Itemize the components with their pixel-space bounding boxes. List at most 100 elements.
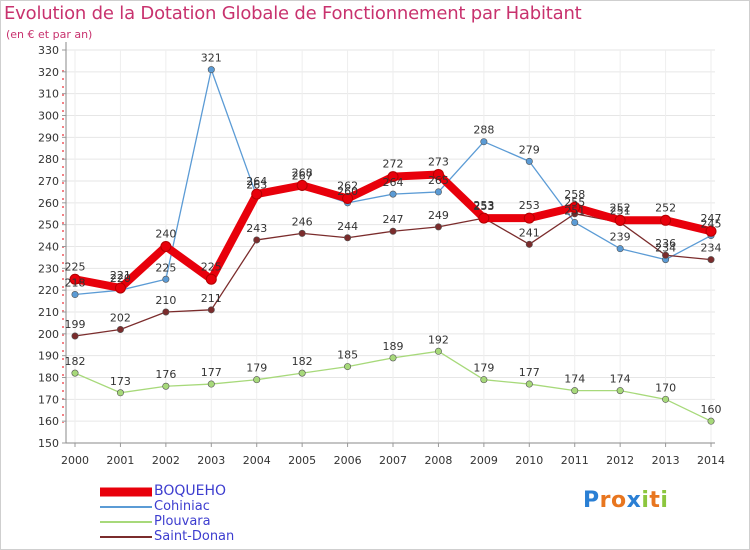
- data-label-cohiniac-2003: 321: [201, 52, 222, 65]
- x-tick-label-2010: 2010: [515, 454, 543, 467]
- x-tick-label-2003: 2003: [197, 454, 225, 467]
- data-label-saint-donan-2014: 234: [701, 242, 722, 255]
- y-tick-label-150: 150: [38, 437, 59, 450]
- data-label-boqueho-2000: 225: [65, 260, 86, 273]
- point-saint-donan-2003: [207, 306, 215, 314]
- data-label-boqueho-2005: 268: [292, 166, 313, 179]
- point-saint-donan-2013: [662, 251, 670, 259]
- point-boqueho-2007: [387, 171, 399, 183]
- point-saint-donan-2004: [253, 236, 261, 244]
- point-saint-donan-2007: [389, 227, 397, 235]
- data-label-plouvara-2011: 174: [564, 373, 585, 386]
- data-label-boqueho-2013: 252: [655, 201, 676, 214]
- chart-subtitle: (en € et par an): [6, 28, 93, 41]
- data-label-cohiniac-2002: 225: [155, 261, 176, 274]
- y-tick-label-270: 270: [38, 175, 59, 188]
- y-tick-label-280: 280: [38, 153, 59, 166]
- point-plouvara-2007: [389, 354, 397, 362]
- point-plouvara-2002: [162, 382, 170, 390]
- legend-label-cohiniac: Cohiniac: [154, 499, 210, 514]
- x-tick-label-2004: 2004: [243, 454, 271, 467]
- legend: BOQUEHO Cohiniac Plouvara Saint-Donan: [100, 484, 360, 544]
- legend-item-plouvara: Plouvara: [100, 514, 360, 529]
- data-label-boqueho-2004: 264: [246, 175, 267, 188]
- data-label-cohiniac-2007: 264: [383, 176, 404, 189]
- data-label-saint-donan-2009: 253: [473, 200, 494, 213]
- legend-item-cohiniac: Cohiniac: [100, 499, 360, 514]
- data-label-cohiniac-2014: 245: [701, 218, 722, 231]
- data-label-plouvara-2009: 179: [473, 362, 494, 375]
- legend-label-plouvara: Plouvara: [154, 514, 211, 529]
- data-label-cohiniac-2004: 263: [246, 178, 267, 191]
- point-saint-donan-2008: [434, 223, 442, 231]
- data-label-saint-donan-2006: 244: [337, 220, 358, 233]
- x-tick-label-2006: 2006: [334, 454, 362, 467]
- y-tick-label-260: 260: [38, 197, 59, 210]
- data-label-plouvara-2006: 185: [337, 349, 358, 362]
- y-axis-ticks: 150 160 170 180 190 200 210 220 230 240 250 260 270 2…: [38, 44, 66, 450]
- point-cohiniac-2002: [162, 275, 170, 283]
- y-tick-label-160: 160: [38, 415, 59, 428]
- point-boqueho-2008: [432, 168, 444, 180]
- data-label-boqueho-2007: 272: [383, 158, 404, 171]
- x-tick-label-2005: 2005: [288, 454, 316, 467]
- data-label-plouvara-2000: 182: [65, 355, 86, 368]
- data-label-cohiniac-2011: 251: [564, 204, 585, 217]
- point-plouvara-2004: [253, 376, 261, 384]
- point-plouvara-2003: [207, 380, 215, 388]
- data-label-plouvara-2007: 189: [383, 340, 404, 353]
- point-saint-donan-2014: [707, 256, 715, 264]
- x-tick-label-2002: 2002: [152, 454, 180, 467]
- data-label-cohiniac-2006: 260: [337, 185, 358, 198]
- data-label-plouvara-2002: 176: [155, 368, 176, 381]
- x-tick-label-2000: 2000: [61, 454, 89, 467]
- data-label-cohiniac-2010: 279: [519, 143, 540, 156]
- logo-letter-0: P: [583, 488, 600, 513]
- point-cohiniac-2012: [616, 245, 624, 253]
- point-saint-donan-2010: [525, 240, 533, 248]
- data-label-boqueho-2011: 258: [564, 188, 585, 201]
- chart-title: Evolution de la Dotation Globale de Fonc…: [4, 3, 582, 24]
- y-tick-label-210: 210: [38, 306, 59, 319]
- point-cohiniac-2010: [525, 157, 533, 165]
- data-label-boqueho-2008: 273: [428, 155, 449, 168]
- data-label-plouvara-2004: 179: [246, 362, 267, 375]
- point-plouvara-2012: [616, 387, 624, 395]
- data-label-plouvara-2012: 174: [610, 373, 631, 386]
- data-label-cohiniac-2013: 234: [655, 242, 676, 255]
- x-tick-label-2014: 2014: [697, 454, 725, 467]
- point-saint-donan-2006: [344, 234, 352, 242]
- y-tick-label-220: 220: [38, 284, 59, 297]
- data-label-cohiniac-2001: 220: [110, 272, 131, 285]
- logo-letter-4: i: [641, 488, 650, 513]
- legend-swatch-saint-donan: [100, 535, 152, 538]
- data-label-boqueho-2010: 253: [519, 199, 540, 212]
- data-label-plouvara-2005: 182: [292, 355, 313, 368]
- point-boqueho-2011: [569, 201, 581, 213]
- point-plouvara-2010: [525, 380, 533, 388]
- legend-swatch-cohiniac: [100, 505, 152, 508]
- point-boqueho-2014: [705, 225, 717, 237]
- legend-swatch-plouvara: [100, 520, 152, 523]
- y-tick-label-290: 290: [38, 131, 59, 144]
- point-plouvara-2001: [116, 389, 124, 397]
- data-label-plouvara-2003: 177: [201, 366, 222, 379]
- data-label-cohiniac-2000: 218: [65, 277, 86, 290]
- data-label-saint-donan-2003: 211: [201, 292, 222, 305]
- data-label-boqueho-2012: 252: [610, 201, 631, 214]
- point-boqueho-2012: [614, 214, 626, 226]
- data-label-saint-donan-2010: 241: [519, 226, 540, 239]
- point-cohiniac-2008: [434, 188, 442, 196]
- y-tick-label-170: 170: [38, 393, 59, 406]
- data-label-boqueho-2009: 253: [473, 199, 494, 212]
- data-label-saint-donan-2001: 202: [110, 311, 131, 324]
- point-plouvara-2011: [571, 387, 579, 395]
- data-label-saint-donan-2013: 236: [655, 237, 676, 250]
- point-cohiniac-2003: [207, 66, 215, 74]
- point-cohiniac-2007: [389, 190, 397, 198]
- y-tick-label-240: 240: [38, 241, 59, 254]
- point-boqueho-2013: [660, 214, 672, 226]
- data-label-plouvara-2014: 160: [701, 403, 722, 416]
- series-lines: [69, 66, 717, 425]
